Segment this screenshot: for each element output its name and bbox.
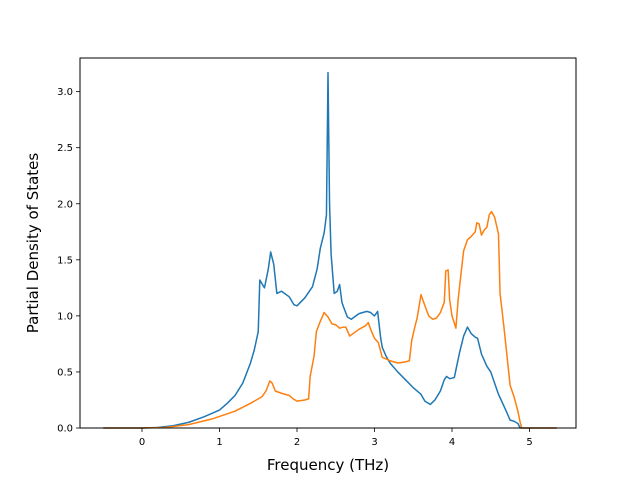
y-tick-label: 3.0 [57, 87, 73, 98]
x-tick-label: 5 [526, 437, 532, 448]
series-line-1 [103, 71, 557, 429]
y-tick-label: 2.5 [57, 143, 73, 154]
y-axis-ticks: 0.0 0.5 1.0 1.5 2.0 2.5 3.0 [57, 87, 80, 435]
y-tick-label: 0.5 [57, 367, 73, 378]
series-layer [103, 71, 557, 429]
y-axis-label: Partial Density of States [24, 153, 42, 334]
series-line-2 [103, 210, 557, 429]
x-tick-label: 1 [216, 437, 222, 448]
x-tick-label: 0 [139, 437, 145, 448]
y-tick-label: 1.5 [57, 255, 73, 266]
y-tick-label: 1.0 [57, 311, 73, 322]
plot-frame [79, 57, 577, 429]
x-tick-label: 3 [371, 437, 377, 448]
x-tick-label: 2 [294, 437, 300, 448]
y-tick-label: 0.0 [57, 424, 73, 435]
x-axis-ticks: 0 1 2 3 4 5 [139, 428, 533, 448]
x-axis-label: Frequency (THz) [267, 456, 389, 474]
x-tick-label: 4 [449, 437, 455, 448]
y-tick-label: 2.0 [57, 199, 73, 210]
